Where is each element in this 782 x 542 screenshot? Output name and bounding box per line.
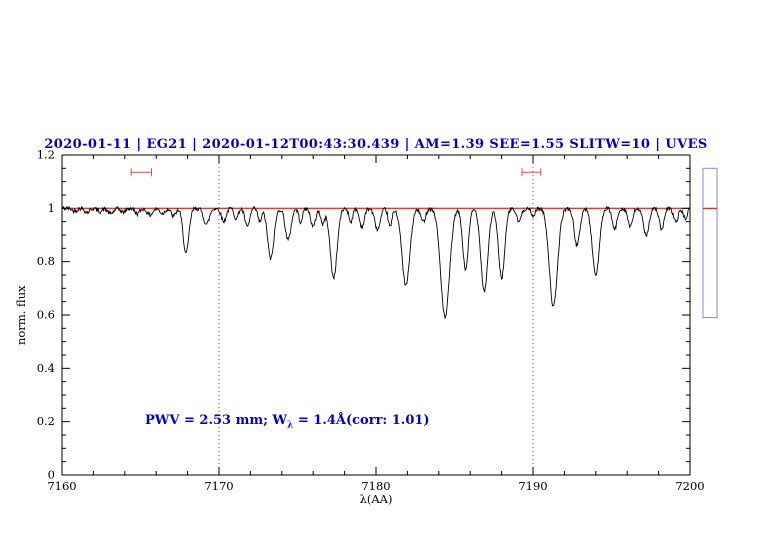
x-tick-label: 7190 — [518, 479, 547, 493]
y-tick-label: 0 — [48, 468, 55, 482]
x-axis-label: λ(AA) — [359, 492, 393, 506]
side-scale-box — [702, 167, 718, 319]
x-tick-label: 7180 — [361, 479, 390, 493]
pwv-annotation-lambda-subscript: λ — [287, 420, 294, 431]
axis-ticks — [61, 154, 691, 476]
y-tick-label: 1 — [48, 201, 55, 215]
y-tick-label: 0.6 — [37, 308, 55, 322]
guide-lines — [218, 155, 534, 475]
pwv-annotation-prefix: PWV = 2.53 mm; W — [145, 413, 288, 428]
y-axis-tick-labels: 0 0.2 0.4 0.6 0.8 1 1.2 — [37, 148, 55, 482]
pwv-annotation: PWV = 2.53 mm; Wλ = 1.4Å(corr: 1.01) — [145, 413, 430, 431]
x-tick-label: 7170 — [204, 479, 233, 493]
telluric-band-marker — [130, 168, 152, 177]
y-tick-label: 0.2 — [37, 414, 55, 428]
y-tick-label: 0.4 — [37, 361, 55, 375]
y-tick-label: 1.2 — [37, 148, 55, 162]
plot-title: 2020-01-11 | EG21 | 2020-01-12T00:43:30.… — [44, 137, 708, 152]
pwv-annotation-suffix: = 1.4Å(corr: 1.01) — [293, 413, 430, 428]
telluric-band-marker — [521, 168, 542, 177]
x-tick-label: 7200 — [675, 479, 704, 493]
x-tick-label: 7160 — [47, 479, 76, 493]
spectrum-line — [61, 205, 691, 320]
x-axis-tick-labels: 7160 7170 7180 7190 7200 — [47, 479, 704, 493]
y-tick-label: 0.8 — [37, 254, 55, 268]
